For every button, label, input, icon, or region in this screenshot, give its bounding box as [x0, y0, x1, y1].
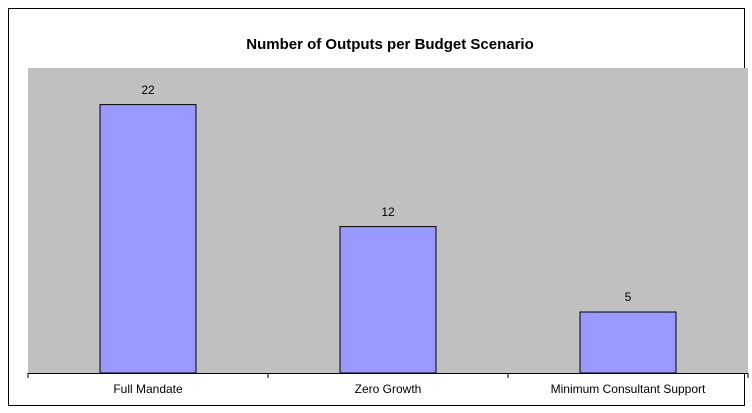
data-label: 5 [625, 290, 632, 304]
bar [99, 104, 197, 374]
x-tick-label: Zero Growth [355, 382, 422, 396]
x-tick-label: Full Mandate [113, 382, 183, 396]
bar [579, 311, 677, 374]
x-tick-label: Minimum Consultant Support [551, 382, 706, 396]
chart-title: Number of Outputs per Budget Scenario [246, 36, 534, 53]
data-label: 12 [381, 205, 395, 219]
bar [339, 226, 437, 374]
data-label: 22 [141, 83, 155, 97]
